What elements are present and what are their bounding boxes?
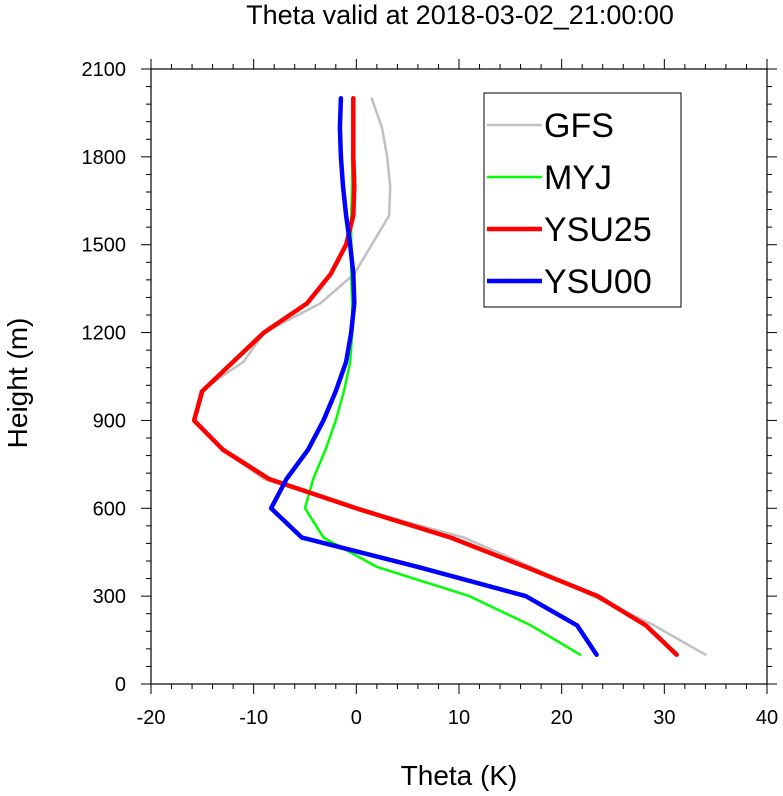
y-tick-label: 1200 [82, 323, 127, 345]
x-axis-label: Theta (K) [401, 760, 518, 791]
x-tick-label: 20 [551, 707, 573, 729]
legend: GFS MYJ YSU25 YSU00 [483, 92, 682, 308]
series-line-ysu00 [268, 96, 599, 657]
y-tick-label: 1800 [82, 147, 127, 169]
y-tick-label: 600 [93, 498, 126, 520]
y-tick-label: 1500 [82, 235, 127, 257]
legend-label-gfs: GFS [544, 107, 614, 145]
y-tick-label: 0 [115, 674, 126, 696]
x-tick-label: -20 [137, 707, 166, 729]
x-tick-label: -10 [239, 707, 268, 729]
series-lines [191, 96, 707, 657]
y-tick-label: 900 [93, 410, 126, 432]
x-tick-label: 0 [351, 707, 362, 729]
y-axis-label: Height (m) [2, 318, 33, 449]
chart-title: Theta valid at 2018-03-02_21:00:00 [246, 0, 674, 30]
legend-box [483, 92, 682, 308]
legend-label-myj: MYJ [544, 159, 612, 197]
x-tick-label: 30 [653, 707, 675, 729]
x-tick-label: 10 [448, 707, 470, 729]
y-tick-label: 2100 [82, 59, 127, 81]
axes: -20 -10 0 10 20 30 40 0 300 600 900 1200 1500 1800 210… [82, 59, 778, 729]
series-line-ysu25 [191, 96, 679, 657]
legend-label-ysu25: YSU25 [544, 211, 652, 249]
legend-label-ysu00: YSU00 [544, 263, 652, 301]
series-line-gfs [192, 97, 707, 656]
y-tick-label: 300 [93, 586, 126, 608]
x-tick-label: 40 [756, 707, 778, 729]
